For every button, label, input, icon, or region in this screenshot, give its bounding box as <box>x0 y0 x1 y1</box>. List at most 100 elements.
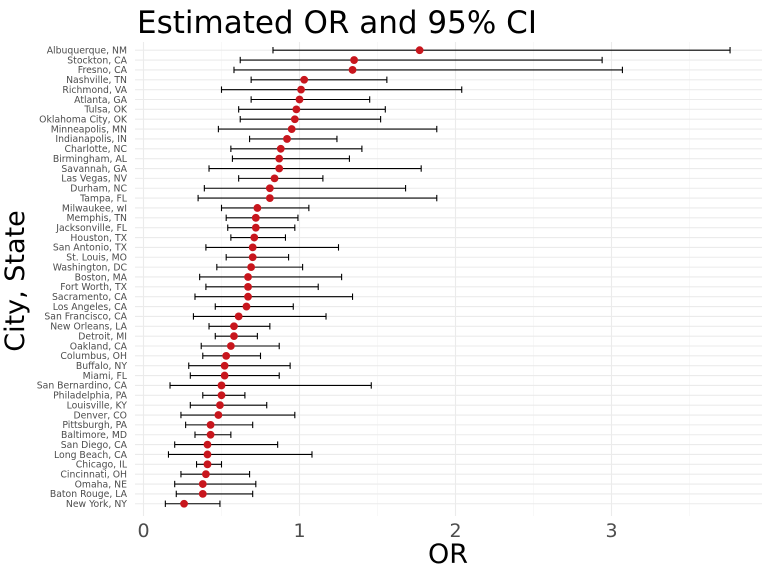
y-tick-label: Louisville, KY <box>67 400 128 411</box>
odds-ratio-point <box>297 85 305 94</box>
y-tick-label: Charlotte, NC <box>64 144 127 155</box>
y-tick-label: San Antonio, TX <box>53 243 128 254</box>
y-tick-label: San Diego, CA <box>61 440 128 451</box>
odds-ratio-point <box>220 371 229 380</box>
odds-ratio-point <box>203 460 212 469</box>
odds-ratio-point <box>217 391 226 400</box>
ci-errorbar <box>167 451 313 458</box>
y-tick-label: Birmingham, AL <box>53 154 128 165</box>
chart-title: Estimated OR and 95% CI <box>137 5 537 41</box>
ci-errorbar <box>199 273 343 281</box>
odds-ratio-point <box>206 420 215 429</box>
y-tick-label: Philadelphia, PA <box>53 391 128 402</box>
ci-errorbar <box>189 401 268 409</box>
x-tick-label: 3 <box>605 520 617 542</box>
x-tick-label: 2 <box>449 520 461 542</box>
y-tick-label: Durham, NC <box>70 184 127 195</box>
y-tick-label: Las Vegas, NV <box>61 174 127 185</box>
ci-errorbar <box>238 175 324 182</box>
ci-errorbar <box>180 470 251 478</box>
ci-errorbar <box>203 185 407 192</box>
ci-errorbar <box>169 382 372 389</box>
odds-ratio-point <box>222 351 231 360</box>
odds-ratio-point <box>350 56 358 64</box>
ci-errorbar <box>205 283 319 291</box>
x-tick-label: 0 <box>137 520 149 542</box>
odds-ratio-point <box>214 411 223 419</box>
y-tick-label: Fort Worth, TX <box>60 282 127 293</box>
y-tick-label: Boston, MA <box>75 272 128 283</box>
odds-ratio-point <box>283 135 291 143</box>
y-tick-label: New York, NY <box>66 499 127 510</box>
y-tick-label: Stockton, CA <box>67 55 127 66</box>
ci-errorbar <box>231 155 350 162</box>
odds-ratio-point <box>203 440 212 449</box>
odds-ratio-point <box>216 401 224 410</box>
y-tick-label: New Orleans, LA <box>50 322 127 333</box>
ci-errorbar <box>214 303 294 310</box>
odds-ratio-point <box>198 490 207 498</box>
ci-errorbar <box>225 214 299 222</box>
odds-ratio-point <box>270 174 279 183</box>
y-tick-label: Minneapolis, MN <box>51 124 127 135</box>
ci-errorbar <box>208 323 271 330</box>
y-tick-label: Richmond, VA <box>62 85 127 96</box>
y-axis-title: City, State <box>0 210 31 352</box>
ci-errorbar <box>188 362 291 369</box>
ci-errorbar <box>208 165 422 172</box>
ci-errorbar <box>250 76 388 83</box>
y-tick-label: Memphis, TN <box>66 213 127 224</box>
odds-ratio-point <box>250 233 259 242</box>
y-tick-label: Milwaukee, wI <box>62 203 127 214</box>
odds-ratio-point <box>248 253 257 262</box>
y-tick-label: Jacksonville, FL <box>55 223 128 234</box>
odds-ratio-point <box>230 322 238 331</box>
odds-ratio-point <box>244 282 252 291</box>
odds-ratio-point <box>202 470 210 479</box>
ci-errorbar <box>185 421 254 429</box>
ci-errorbar <box>192 313 327 320</box>
y-tick-label: Columbus, OH <box>60 351 127 362</box>
y-tick-label: Tampa, FL <box>79 193 128 204</box>
ci-errorbar <box>164 500 221 507</box>
y-tick-label: Tulsa, OK <box>83 105 128 116</box>
x-tick-label: 1 <box>293 520 305 542</box>
y-tick-label: Denver, CO <box>73 410 127 421</box>
ci-errorbar <box>175 490 254 498</box>
odds-ratio-points <box>180 46 424 508</box>
y-tick-label: Baltimore, MD <box>61 430 127 441</box>
ci-errorbar <box>230 234 287 241</box>
x-axis-tick-labels: 0 1 2 3 <box>137 520 617 542</box>
ci-errorbar <box>180 411 296 419</box>
ci-errorbar <box>194 293 354 300</box>
ci-errorbar <box>272 47 731 54</box>
y-tick-label: Oakland, CA <box>70 341 128 352</box>
ci-errorbar <box>202 352 262 360</box>
confidence-intervals <box>164 47 731 507</box>
odds-ratio-point <box>290 115 299 124</box>
y-tick-label: St. Louis, MO <box>66 253 127 264</box>
y-tick-label: Long Beach, CA <box>54 450 128 461</box>
ci-errorbar <box>216 263 304 271</box>
y-tick-label: Cincinnati, OH <box>60 469 127 480</box>
ci-errorbar <box>239 116 382 123</box>
odds-ratio-point <box>265 184 274 193</box>
y-tick-label: Atlanta, GA <box>74 95 127 106</box>
odds-ratio-point <box>265 194 274 203</box>
y-tick-label: Detroit, MI <box>78 331 127 342</box>
odds-ratio-point <box>248 243 257 252</box>
ci-errorbar <box>205 244 340 251</box>
odds-ratio-point <box>242 302 251 311</box>
x-axis-title: OR <box>428 539 468 570</box>
odds-ratio-point <box>251 223 260 232</box>
ci-errorbar <box>227 224 296 231</box>
y-tick-label: Washington, DC <box>53 262 127 273</box>
odds-ratio-point <box>276 144 285 153</box>
ci-errorbar <box>239 56 603 64</box>
odds-ratio-point <box>206 430 215 439</box>
ci-errorbar <box>238 106 386 113</box>
ci-errorbar <box>233 66 623 74</box>
ci-errorbar <box>197 194 438 202</box>
odds-ratio-point <box>180 499 188 508</box>
odds-ratio-point <box>275 164 284 173</box>
